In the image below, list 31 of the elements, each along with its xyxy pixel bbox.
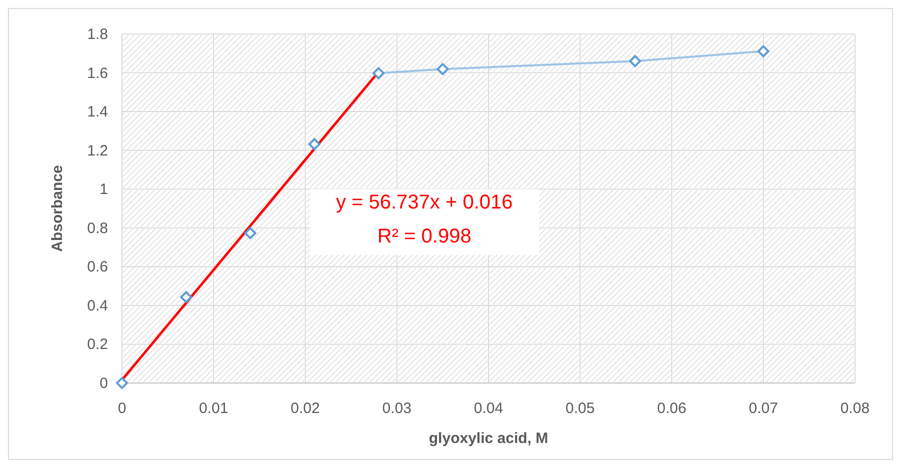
- x-tick-label: 0.05: [566, 400, 595, 417]
- x-tick-label: 0.04: [474, 400, 504, 417]
- x-tick-label: 0.06: [657, 400, 686, 417]
- y-tick-label: 0.8: [87, 220, 108, 237]
- y-tick-label: 1: [100, 181, 108, 198]
- x-tick-label: 0.03: [382, 400, 412, 417]
- y-tick-label: 1.2: [87, 142, 108, 160]
- x-tick-label: 0.02: [290, 400, 320, 417]
- annotation: R² = 0.998: [377, 226, 472, 248]
- point: [180, 291, 192, 304]
- point: [308, 138, 320, 150]
- y-tick-label: 0.4: [87, 297, 108, 314]
- annotation: y = 56.737x + 0.016: [336, 192, 513, 214]
- x-tick-label: 0: [118, 400, 126, 417]
- y-axis-title: Absorbance: [49, 165, 66, 252]
- x-tick-label: 0.01: [199, 400, 228, 417]
- point: [757, 45, 770, 58]
- y-tick-label: 1.8: [87, 26, 108, 43]
- x-axis-title: glyoxylic acid, M: [428, 430, 548, 447]
- y-tick-label: 0.6: [87, 258, 108, 276]
- x-tick-label: 0.07: [748, 400, 778, 417]
- point: [629, 55, 642, 68]
- point: [116, 377, 128, 389]
- y-tick-label: 0: [100, 375, 108, 392]
- point: [244, 227, 256, 240]
- point: [436, 63, 449, 76]
- point: [372, 67, 385, 80]
- y-tick-label: 0.2: [87, 336, 108, 354]
- y-tick-label: 1.4: [87, 104, 108, 121]
- y-tick-label: 1.6: [87, 64, 108, 82]
- x-tick-label: 0.08: [840, 400, 870, 417]
